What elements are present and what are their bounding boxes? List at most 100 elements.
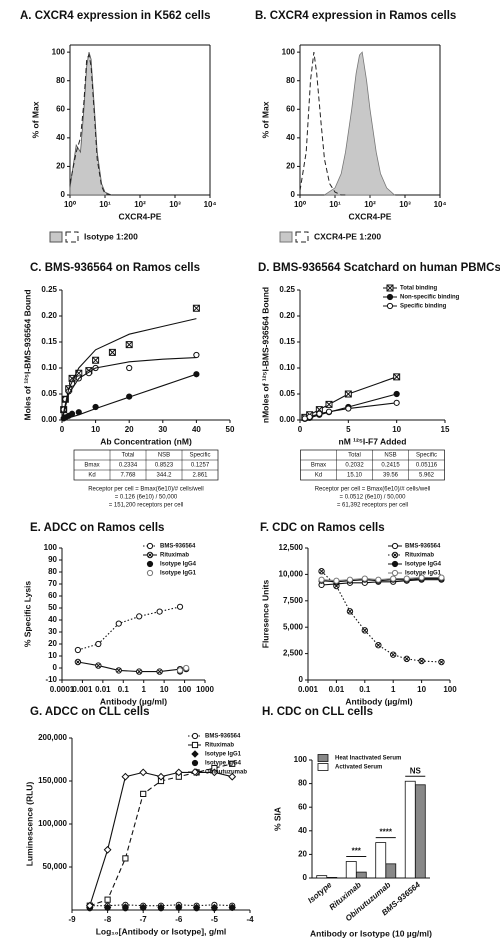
y-tick-label: 0 [299,675,304,684]
table-cell: 0.2334 [119,463,138,469]
data-point [346,608,354,615]
legend-swatch [317,763,329,771]
data-point [318,576,325,583]
histogram-line [299,52,346,196]
histogram-area [69,51,112,196]
y-tick-label: 40 [48,615,57,624]
category-label: Isotype [306,880,334,905]
legend-label: Rituximab [205,743,234,749]
data-point [104,904,111,911]
note: = 0.126 (6e10) / 50,000 [115,495,178,501]
series-line [89,771,233,906]
legend-marker [146,560,154,568]
y-tick-label: 100,000 [38,819,67,828]
data-point [156,668,163,675]
data-point [156,608,163,615]
x-tick-label: 10³ [399,200,411,209]
x-axis-label: Antibody or Isotype (10 µg/ml) [310,928,432,938]
panel-title: F. CDC on Ramos cells [260,522,385,534]
x-tick-label: 50 [226,425,235,434]
data-point [95,640,102,648]
x-axis-label: Log₁₀[Antibody or Isotype], g/ml [96,926,227,936]
legend-label: Isotype IgG4 [205,761,242,767]
x-tick-label: 10² [134,200,146,209]
data-point [438,658,445,666]
table-row-label: Bmax [84,463,99,469]
data-point [68,410,76,417]
data-point [211,905,218,912]
data-point [210,768,219,777]
x-tick-label: 0.1 [118,685,130,694]
legend-label: Rituximab [405,553,434,559]
legend-marker [386,302,394,310]
series-line [61,318,197,421]
data-point [139,768,148,777]
legend-marker [146,551,154,559]
y-tick-label: 80 [56,76,65,85]
panel-title: B. CXCR4 expression in Ramos cells [255,10,456,22]
x-tick-label: -4 [246,915,254,924]
bar [414,784,426,879]
data-point [345,405,352,412]
note: = 61,392 receptors per cell [337,503,408,509]
x-tick-label: 0.0001 [50,685,75,694]
x-axis-label: CXCR4-PE [349,211,392,221]
data-point [393,373,401,381]
y-tick-label: 150,000 [38,776,67,785]
x-tick-label: 0.01 [329,685,345,694]
bar [385,863,397,879]
legend-swatch [279,231,293,243]
x-tick-label: 0.01 [95,685,111,694]
data-point [104,896,111,903]
data-point [174,768,183,777]
y-tick-label: 80 [286,76,295,85]
y-axis-label: Fluresence Units [260,579,270,648]
legend-label: Heat Inactivated Serum [335,756,401,762]
x-tick-label: 10 [417,685,426,694]
y-tick-label: 20 [298,850,307,859]
y-tick-label: 0.20 [41,311,57,320]
y-tick-label: 60 [298,802,307,811]
x-tick-label: 10⁰ [294,200,307,209]
y-tick-label: 0.15 [41,337,57,346]
x-tick-label: 0 [60,425,65,434]
legend-label: Isotype IgG1 [160,571,197,577]
panel-title: G. ADCC on CLL cells [30,706,150,718]
legend-marker [146,542,154,550]
x-axis-label: CXCR4-PE [119,211,162,221]
y-tick-label: 50,000 [43,862,68,871]
y-tick-label: -10 [45,675,57,684]
annotation: NS [410,766,422,775]
y-tick-label: 0.00 [41,415,57,424]
data-point [346,576,354,583]
data-point [103,845,112,854]
data-point [361,575,368,582]
x-tick-label: 0 [298,425,303,434]
table-cell: 7.768 [120,473,136,479]
annotation: **** [380,828,393,837]
data-point [375,576,382,583]
x-tick-label: 1 [141,685,146,694]
data-point [393,390,400,398]
y-tick-label: 100 [282,47,296,56]
data-point [176,667,184,674]
y-tick-label: 10,000 [279,570,304,579]
data-point [74,646,81,654]
table-cell: 5.962 [419,473,435,479]
bar [326,877,338,879]
data-point [306,413,313,420]
table-cell: 0.05116 [416,463,438,469]
legend-label: Activated Serum [335,765,382,771]
data-point [183,664,190,672]
legend-label: Non-specific binding [400,295,460,301]
y-axis-label: Moles of ¹²⁵I-BMS-936564 Bound [22,289,32,420]
data-point [344,390,352,398]
legend-label: Rituximab [160,553,189,559]
x-tick-label: 0.001 [72,685,93,694]
data-point [316,410,323,417]
data-point [418,657,425,665]
data-point [122,855,129,862]
data-point [418,574,425,581]
x-tick-label: -9 [68,915,76,924]
table-header: NSB [158,453,170,459]
